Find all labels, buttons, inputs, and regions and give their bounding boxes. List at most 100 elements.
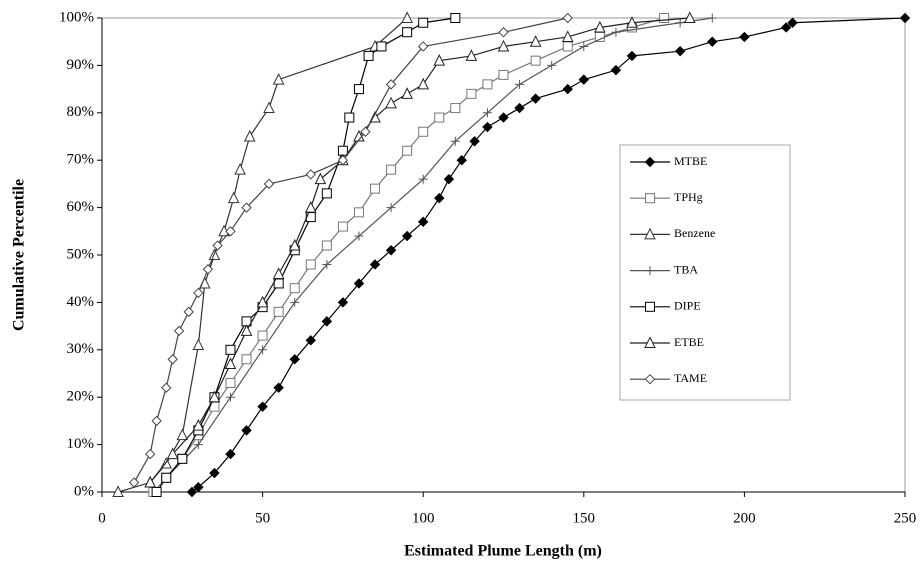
- point: [385, 96, 397, 109]
- series-line: [191, 17, 906, 493]
- point: [562, 12, 573, 24]
- point: [594, 20, 606, 33]
- point: [578, 74, 590, 85]
- point: [353, 207, 364, 218]
- point: [128, 477, 140, 488]
- point: [418, 17, 429, 28]
- point: [402, 145, 413, 156]
- y-tick-label: 90%: [67, 57, 95, 73]
- y-tick-label: 10%: [67, 436, 95, 452]
- point: [241, 354, 252, 365]
- point: [465, 49, 478, 61]
- point: [225, 226, 236, 237]
- point: [611, 27, 621, 37]
- point: [112, 485, 124, 497]
- point: [257, 330, 268, 341]
- point: [434, 112, 445, 123]
- legend-marker: [644, 227, 656, 240]
- point: [418, 126, 429, 137]
- point: [322, 259, 332, 269]
- point: [369, 259, 381, 270]
- point: [289, 283, 300, 294]
- legend-label: TBA: [674, 262, 698, 276]
- point: [321, 316, 333, 327]
- legend-marker: [645, 301, 655, 312]
- point: [144, 448, 156, 460]
- legend-label: TPHg: [674, 190, 703, 204]
- legend-label: MTBE: [674, 154, 707, 168]
- point: [659, 13, 670, 23]
- y-tick-label: 20%: [67, 389, 95, 405]
- y-tick-label: 70%: [67, 152, 95, 168]
- point: [192, 419, 205, 431]
- point: [258, 345, 268, 355]
- point: [209, 467, 220, 479]
- point: [547, 60, 557, 70]
- legend-label: DIPE: [674, 299, 701, 313]
- point: [401, 230, 413, 242]
- x-tick-label: 250: [894, 510, 917, 526]
- point: [401, 11, 413, 23]
- point: [225, 344, 236, 355]
- x-tick-label: 100: [412, 510, 435, 526]
- point: [482, 79, 493, 90]
- point: [202, 264, 214, 275]
- point: [321, 188, 332, 199]
- point: [193, 440, 203, 450]
- point: [707, 36, 718, 47]
- point: [192, 338, 205, 351]
- x-tick-label: 200: [733, 510, 756, 526]
- point: [466, 88, 477, 99]
- point: [225, 377, 236, 388]
- point: [385, 245, 397, 256]
- point: [498, 69, 509, 80]
- point: [177, 453, 188, 464]
- legend-box: [619, 144, 791, 401]
- point: [321, 240, 332, 251]
- point: [193, 287, 204, 299]
- x-axis-title: Estimated Plume Length (m): [404, 543, 602, 560]
- point: [227, 191, 240, 204]
- point: [353, 278, 365, 289]
- point: [314, 172, 327, 185]
- point: [360, 126, 371, 137]
- legend-label: TAME: [674, 371, 707, 385]
- point: [450, 136, 460, 146]
- legend-marker: [644, 156, 656, 168]
- point: [386, 203, 396, 213]
- legend-marker: [645, 193, 655, 204]
- point: [243, 129, 256, 142]
- point: [899, 12, 911, 24]
- point: [386, 164, 397, 175]
- point: [482, 108, 492, 118]
- point: [456, 154, 467, 166]
- point: [151, 415, 162, 427]
- x-tick-label: 50: [255, 510, 270, 526]
- point: [707, 13, 717, 23]
- point: [450, 13, 461, 23]
- point: [288, 238, 301, 251]
- point: [443, 173, 455, 185]
- point: [234, 163, 246, 175]
- point: [514, 102, 525, 114]
- point: [337, 297, 349, 308]
- point: [167, 354, 178, 365]
- point: [208, 390, 221, 403]
- y-tick-label: 40%: [67, 294, 95, 310]
- point: [498, 112, 509, 123]
- y-tick-label: 80%: [67, 104, 95, 120]
- point: [161, 472, 172, 483]
- point: [166, 447, 179, 460]
- point: [176, 428, 189, 441]
- point: [530, 93, 541, 104]
- point: [224, 357, 237, 370]
- point: [562, 83, 573, 95]
- point: [354, 231, 364, 241]
- point: [417, 216, 429, 228]
- point: [263, 101, 275, 114]
- point: [256, 295, 269, 308]
- point: [263, 178, 275, 190]
- point: [674, 45, 686, 57]
- point: [417, 77, 430, 90]
